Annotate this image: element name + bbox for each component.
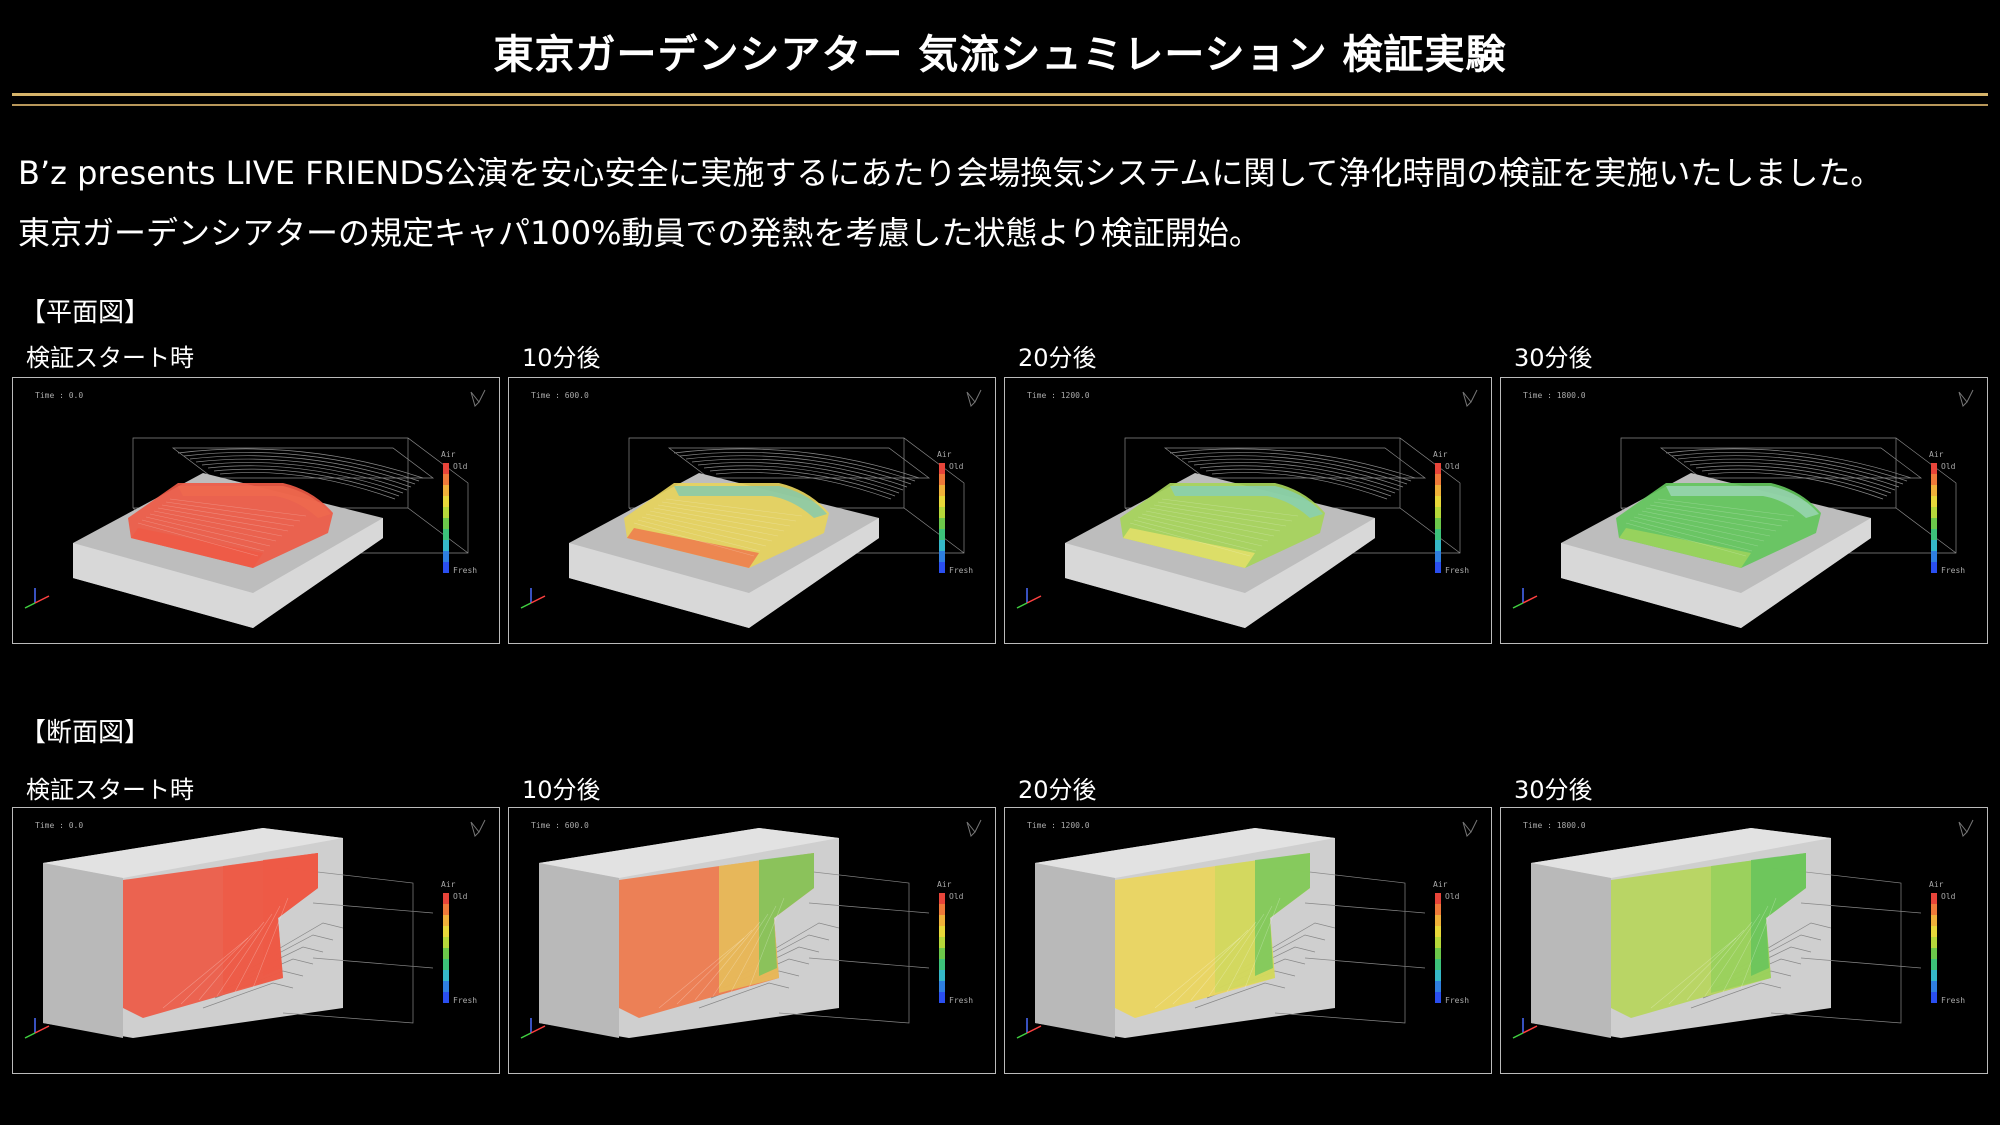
page-title: 東京ガーデンシアター 気流シュミレーション 検証実験: [493, 32, 1507, 78]
frame-label: 10分後: [522, 344, 601, 372]
legend-title: Air: [1929, 880, 1944, 889]
view-compass-icon: [1462, 819, 1478, 837]
legend-top-label: Old: [453, 892, 468, 901]
simulation-time-label: Time : 0.0: [35, 821, 83, 830]
section-view-image: Time : 600.0 Air Old Fresh: [508, 807, 996, 1074]
color-legend: Air Old Fresh: [1929, 880, 1965, 1005]
axis-triad-icon: [24, 588, 50, 609]
legend-bottom-label: Fresh: [949, 996, 973, 1005]
legend-title: Air: [937, 450, 952, 459]
simulation-time-label: Time : 1200.0: [1027, 821, 1090, 830]
view-compass-icon: [1462, 389, 1478, 407]
section-heading-plan: 【平面図】: [20, 298, 151, 328]
frame-label: 20分後: [1018, 776, 1097, 804]
airflow-heatmap: [1616, 483, 1821, 568]
venue-wireframe: [1124, 437, 1461, 554]
color-legend: Air Old Fresh: [1929, 450, 1965, 575]
view-compass-icon: [1958, 819, 1974, 837]
axis-triad-icon: [520, 1018, 546, 1039]
section-view-image: Time : 1800.0 Air Old Fresh: [1500, 807, 1988, 1074]
color-legend: Air Old Fresh: [1433, 450, 1469, 575]
legend-title: Air: [937, 880, 952, 889]
legend-bottom-label: Fresh: [453, 996, 477, 1005]
airflow-heatmap: [624, 483, 829, 568]
color-legend: Air Old Fresh: [441, 450, 477, 575]
title-underline: [12, 93, 1988, 96]
legend-bottom-label: Fresh: [1941, 566, 1965, 575]
plan-view-image: Time : 1800.0 Air Old Fresh: [1500, 377, 1988, 644]
plan-view-image: Time : 0.0 Air Old Fresh: [12, 377, 500, 644]
airflow-heatmap: [128, 483, 333, 568]
view-compass-icon: [470, 819, 486, 837]
simulation-time-label: Time : 1200.0: [1027, 391, 1090, 400]
legend-top-label: Old: [949, 892, 964, 901]
color-legend: Air Old Fresh: [1433, 880, 1469, 1005]
venue-wireframe: [1620, 437, 1957, 554]
legend-top-label: Old: [1445, 462, 1460, 471]
airflow-heatmap: [1115, 853, 1310, 1018]
airflow-heatmap: [1120, 483, 1325, 568]
venue-building-volume: [1531, 828, 1831, 1038]
legend-title: Air: [441, 450, 456, 459]
frame-label: 30分後: [1514, 344, 1593, 372]
description-line-2: 東京ガーデンシアターの規定キャパ100%動員での発熱を考慮した状態より検証開始。: [18, 214, 1261, 252]
axis-triad-icon: [1016, 1018, 1042, 1039]
stage-wireframe: [698, 867, 930, 1024]
legend-top-label: Old: [949, 462, 964, 471]
airflow-heatmap: [123, 853, 318, 1018]
legend-title: Air: [1433, 450, 1448, 459]
legend-top-label: Old: [453, 462, 468, 471]
section-heading-section: 【断面図】: [20, 718, 151, 748]
frame-label: 検証スタート時: [26, 344, 194, 372]
axis-triad-icon: [520, 588, 546, 609]
legend-title: Air: [441, 880, 456, 889]
view-compass-icon: [966, 389, 982, 407]
frame-label: 10分後: [522, 776, 601, 804]
airflow-heatmap: [619, 853, 814, 1018]
description-line-1: B’z presents LIVE FRIENDS公演を安心安全に実施するにあた…: [18, 154, 1883, 192]
frame-label: 30分後: [1514, 776, 1593, 804]
axis-triad-icon: [24, 1018, 50, 1039]
section-view-image: Time : 1200.0 Air Old Fresh: [1004, 807, 1492, 1074]
simulation-time-label: Time : 600.0: [531, 391, 589, 400]
venue-wireframe: [132, 437, 469, 554]
legend-bottom-label: Fresh: [949, 566, 973, 575]
color-legend: Air Old Fresh: [937, 880, 973, 1005]
simulation-time-label: Time : 1800.0: [1523, 821, 1586, 830]
plan-view-image: Time : 600.0 Air Old Fresh: [508, 377, 996, 644]
axis-triad-icon: [1512, 588, 1538, 609]
simulation-time-label: Time : 1800.0: [1523, 391, 1586, 400]
view-compass-icon: [470, 389, 486, 407]
view-compass-icon: [966, 819, 982, 837]
axis-triad-icon: [1512, 1018, 1538, 1039]
legend-bottom-label: Fresh: [453, 566, 477, 575]
color-legend: Air Old Fresh: [441, 880, 477, 1005]
venue-wireframe: [628, 437, 965, 554]
legend-title: Air: [1929, 450, 1944, 459]
legend-top-label: Old: [1445, 892, 1460, 901]
title-underline-thin: [12, 104, 1988, 106]
legend-title: Air: [1433, 880, 1448, 889]
legend-bottom-label: Fresh: [1941, 996, 1965, 1005]
simulation-time-label: Time : 600.0: [531, 821, 589, 830]
section-view-image: Time : 0.0 Air Old Fresh: [12, 807, 500, 1074]
frame-label: 検証スタート時: [26, 776, 194, 804]
frame-label: 20分後: [1018, 344, 1097, 372]
airflow-heatmap: [1611, 853, 1806, 1018]
color-legend: Air Old Fresh: [937, 450, 973, 575]
legend-top-label: Old: [1941, 462, 1956, 471]
legend-bottom-label: Fresh: [1445, 996, 1469, 1005]
view-compass-icon: [1958, 389, 1974, 407]
legend-bottom-label: Fresh: [1445, 566, 1469, 575]
legend-top-label: Old: [1941, 892, 1956, 901]
axis-triad-icon: [1016, 588, 1042, 609]
simulation-time-label: Time : 0.0: [35, 391, 83, 400]
plan-view-image: Time : 1200.0 Air Old Fresh: [1004, 377, 1492, 644]
